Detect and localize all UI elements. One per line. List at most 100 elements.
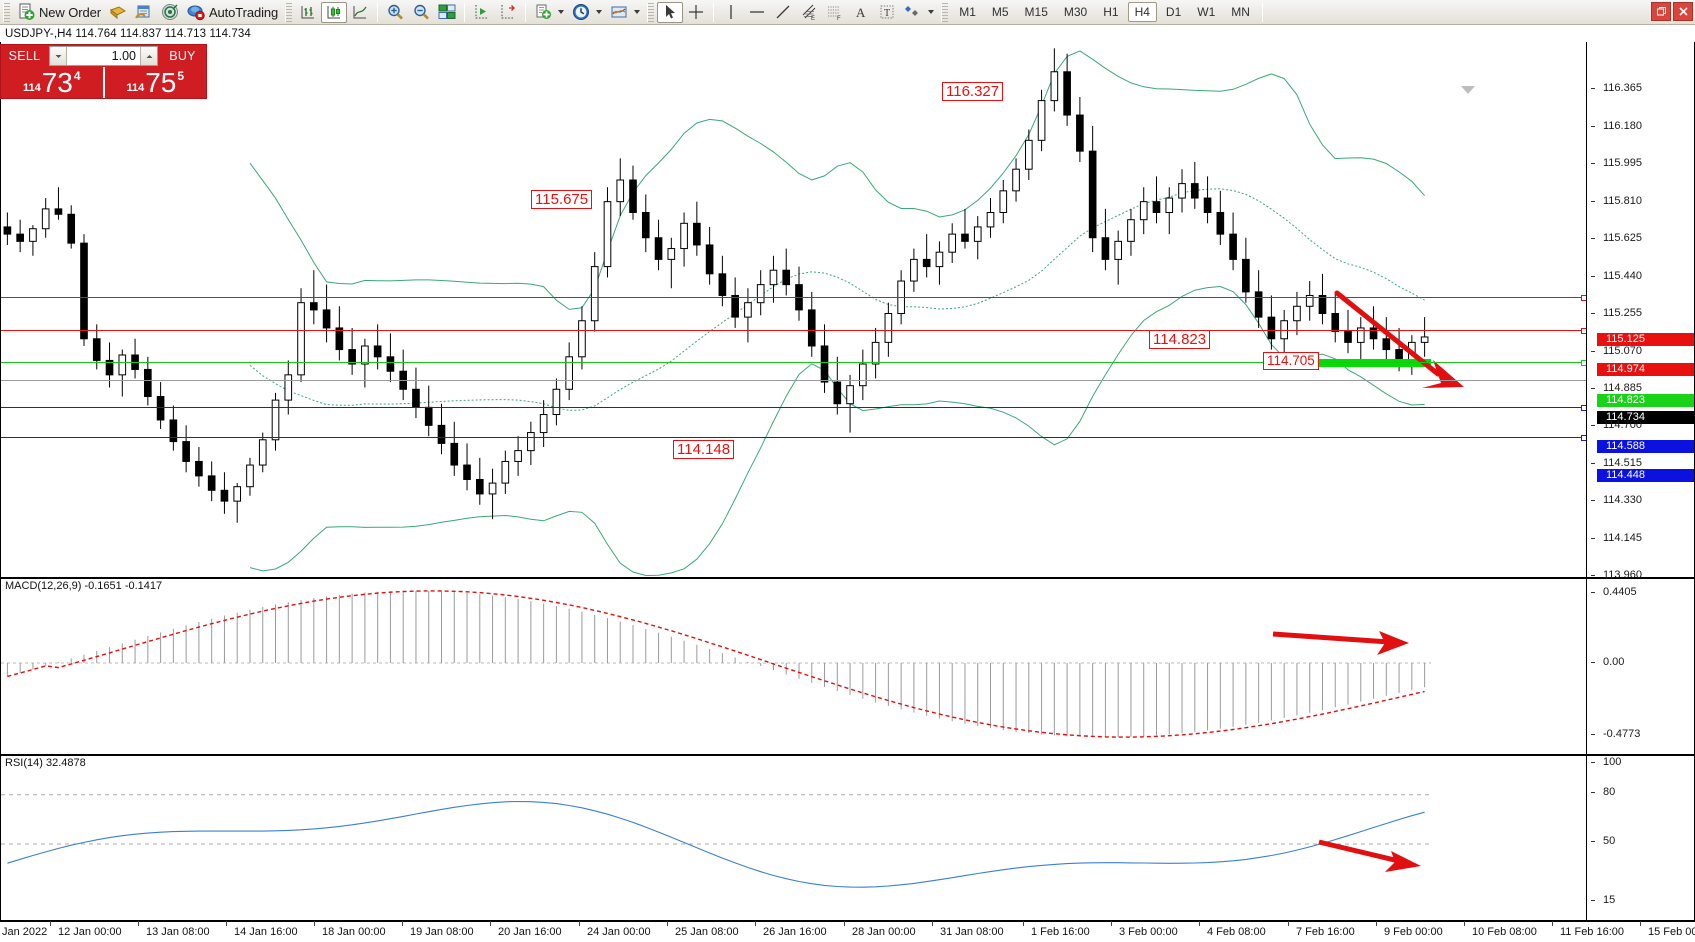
indicators-button[interactable]	[606, 2, 644, 23]
price-tick-115-125[interactable]: 115.125	[1597, 333, 1694, 346]
new-order-icon	[17, 3, 35, 21]
timeframe-h1[interactable]: H1	[1103, 5, 1119, 19]
expert-advisor-button[interactable]	[105, 2, 131, 23]
text-label-button[interactable]: T	[874, 2, 900, 23]
time-label: 13 Jan 08:00	[138, 921, 210, 938]
oct-top-row: SELL 1.00 BUY	[1, 45, 206, 67]
chart-shift-button[interactable]	[495, 2, 521, 23]
level-handle[interactable]	[1581, 294, 1586, 301]
price-tick-114-145: 114.145	[1590, 532, 1694, 545]
zoom-in-icon	[386, 3, 404, 21]
equidistant-channel-button[interactable]: E	[796, 2, 822, 23]
zoom-out-icon	[412, 3, 430, 21]
price-tick-114-588[interactable]: 114.588	[1597, 440, 1694, 453]
volume-increment-button[interactable]	[140, 47, 157, 65]
rsi-pane[interactable]: RSI(14) 32.4878 100 80 50 15	[0, 755, 1695, 921]
rsi-plot-area[interactable]	[1, 756, 1586, 920]
level-line-114-448[interactable]	[1, 434, 1586, 441]
price-callout-114-823[interactable]: 114.823	[1149, 330, 1211, 349]
zoom-in-button[interactable]	[382, 2, 408, 23]
text-button[interactable]: A	[848, 2, 874, 23]
toolbar-grip-3[interactable]	[647, 2, 655, 22]
toolbar-grip[interactable]	[3, 2, 10, 22]
timeframe-m15[interactable]: M15	[1024, 5, 1048, 19]
signals-button[interactable]	[157, 2, 183, 23]
price-plot-area[interactable]: 116.327 115.675 114.823 114.705 114.148	[1, 42, 1586, 577]
buy-button[interactable]: BUY	[169, 49, 196, 63]
price-tick-114-823[interactable]: 114.823	[1597, 394, 1694, 407]
line-chart-button[interactable]	[347, 2, 373, 23]
data-window-button[interactable]	[131, 2, 157, 23]
volume-decrement-button[interactable]	[50, 47, 67, 65]
autotrading-button[interactable]: AutoTrading	[183, 2, 282, 23]
level-line-114-588[interactable]	[1, 404, 1586, 411]
level-handle[interactable]	[1581, 404, 1586, 411]
zoom-out-button[interactable]	[408, 2, 434, 23]
macd-plot-area[interactable]	[1, 579, 1586, 754]
timeframe-mn[interactable]: MN	[1231, 5, 1250, 19]
price-tick-114-885: 114.885	[1590, 382, 1694, 395]
toolbar-grip-2[interactable]	[285, 2, 293, 22]
timeframe-m5[interactable]: M5	[991, 5, 1009, 19]
sell-button[interactable]: SELL	[8, 49, 41, 63]
text-label-icon: T	[878, 3, 896, 21]
price-scale[interactable]: 116.365 116.180 115.995 115.810 115.625 115.4…	[1586, 42, 1694, 694]
volume-input[interactable]: 1.00	[111, 49, 136, 63]
new-order-button[interactable]: New Order	[13, 2, 105, 23]
timeframe-m30[interactable]: M30	[1063, 5, 1088, 19]
chevron-down-icon-3[interactable]	[634, 10, 641, 14]
price-callout-115-675[interactable]: 115.675	[531, 190, 593, 209]
templates-button[interactable]	[530, 2, 568, 23]
time-axis[interactable]: Jan 2022 12 Jan 00:00 13 Jan 08:00 14 Jan 1…	[0, 921, 1695, 942]
price-chart-pane[interactable]: 116.327 115.675 114.823 114.705 114.148 116.…	[0, 42, 1695, 694]
trendline-button[interactable]	[770, 2, 796, 23]
chevron-down-icon-2[interactable]	[596, 10, 603, 14]
chevron-down-icon-4[interactable]	[928, 10, 935, 14]
time-label: 3 Feb 00:00	[1111, 921, 1178, 938]
horizontal-line-button[interactable]	[744, 2, 770, 23]
buy-price-display[interactable]: 114 75 5	[105, 67, 207, 98]
level-line-114-974[interactable]	[1, 327, 1586, 334]
price-tick-114-515: 114.515	[1590, 457, 1694, 470]
timeframe-m1[interactable]: M1	[959, 5, 976, 19]
timeframe-h4[interactable]: H4	[1127, 2, 1157, 22]
close-button[interactable]	[1673, 2, 1693, 21]
tile-windows-button[interactable]	[434, 2, 460, 23]
level-line-115-125[interactable]	[1, 294, 1586, 301]
buy-price-main: 75	[145, 67, 177, 98]
candlestick-chart-button[interactable]	[321, 1, 348, 23]
scroll-indicator-icon	[1461, 86, 1475, 94]
crosshair-button[interactable]	[683, 2, 709, 23]
sell-price-display[interactable]: 114 73 4	[1, 67, 105, 98]
price-callout-114-148[interactable]: 114.148	[673, 440, 735, 459]
price-tick-114-448[interactable]: 114.448	[1597, 469, 1694, 482]
price-callout-116-327[interactable]: 116.327	[942, 82, 1004, 101]
shapes-button[interactable]	[900, 2, 938, 23]
period-separator-button[interactable]	[568, 2, 606, 23]
price-callout-114-705[interactable]: 114.705	[1263, 352, 1319, 370]
level-handle[interactable]	[1581, 327, 1586, 334]
bar-chart-button[interactable]	[295, 2, 321, 23]
price-tick-114-974[interactable]: 114.974	[1597, 363, 1694, 376]
vertical-line-button[interactable]	[718, 2, 744, 23]
rsi-svg	[1, 794, 1431, 888]
level-handle[interactable]	[1581, 359, 1586, 366]
volume-stepper[interactable]: 1.00	[49, 46, 158, 66]
level-line-114-734[interactable]	[1, 380, 1586, 381]
toolbar-grip-4[interactable]	[941, 2, 949, 22]
chevron-down-icon[interactable]	[558, 10, 565, 14]
one-click-trading-panel[interactable]: SELL 1.00 BUY 114 73 4 114 75 5	[0, 44, 207, 99]
auto-scroll-button[interactable]	[469, 2, 495, 23]
cursor-icon	[661, 3, 679, 21]
timeframe-w1[interactable]: W1	[1197, 5, 1216, 19]
cursor-button[interactable]	[657, 1, 684, 23]
level-line-114-823[interactable]	[1, 359, 1586, 366]
price-tick-114-734[interactable]: 114.734	[1597, 411, 1694, 424]
time-label: 19 Jan 08:00	[402, 921, 474, 938]
macd-pane[interactable]: MACD(12,26,9) -0.1651 -0.1417 0.4405 0.00…	[0, 578, 1695, 755]
level-handle[interactable]	[1581, 434, 1586, 441]
fibonacci-button[interactable]: F	[822, 2, 848, 23]
timeframe-d1[interactable]: D1	[1165, 5, 1182, 19]
restore-button[interactable]	[1651, 2, 1671, 21]
time-label: 28 Jan 00:00	[844, 921, 916, 938]
